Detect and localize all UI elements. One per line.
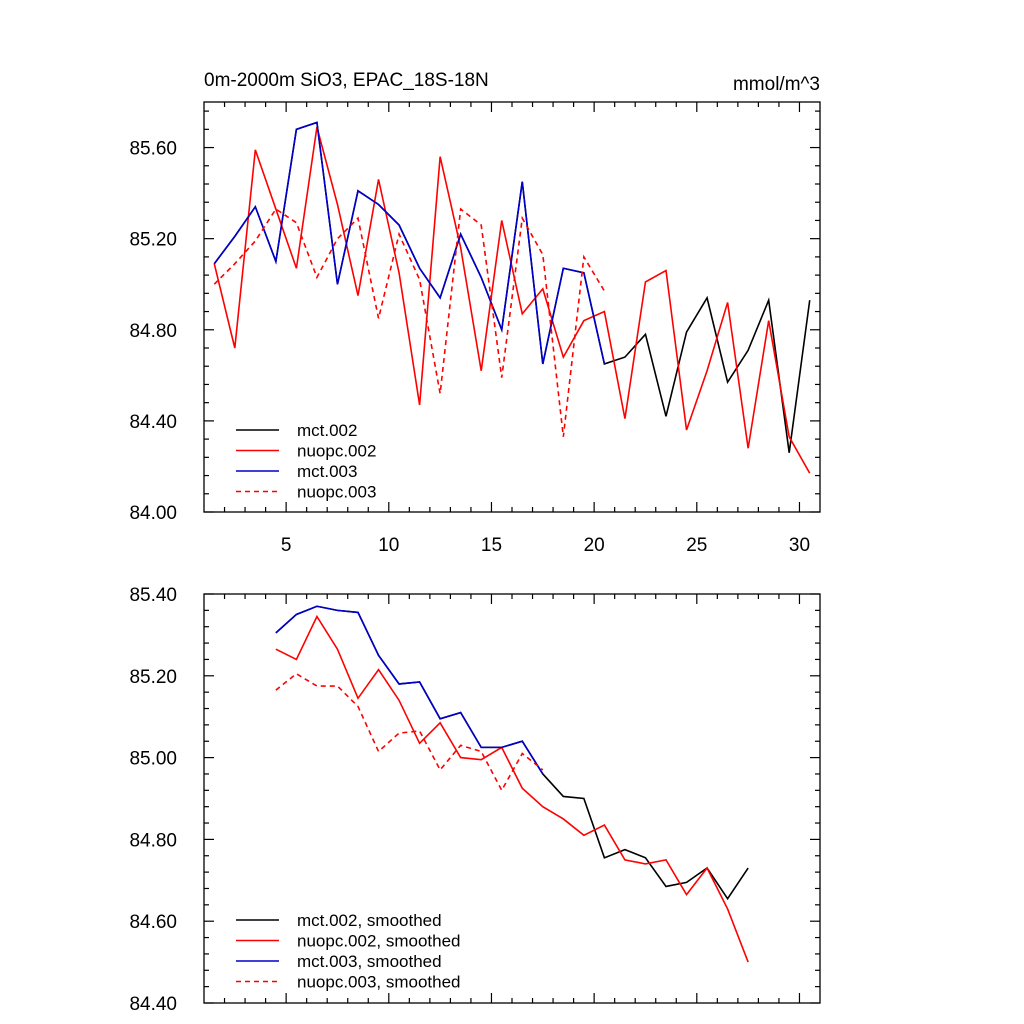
series-line xyxy=(275,614,749,963)
y-tick-label: 85.40 xyxy=(129,585,177,606)
legend-label: nuopc.002, smoothed xyxy=(297,932,461,951)
series-line xyxy=(275,672,544,792)
top-panel: 5 10 15 20 25 30 84.00 84.40 84.80 85.20 85.60 0m-2… xyxy=(129,70,821,556)
legend-label: nuopc.003, smoothed xyxy=(297,973,461,992)
series-line xyxy=(213,207,606,437)
bottom-panel: 84.40 84.60 84.80 85.00 85.20 85.40 mct.002, s… xyxy=(129,585,821,1015)
y-tick-label: 84.40 xyxy=(129,994,177,1015)
legend-label: nuopc.002 xyxy=(297,442,376,461)
y-tick-label: 85.20 xyxy=(129,667,177,688)
y-tick-label: 84.80 xyxy=(129,830,177,851)
series-line xyxy=(213,121,811,453)
y-tick-label: 84.40 xyxy=(129,412,177,433)
series-line xyxy=(213,126,811,474)
x-tick-label: 5 xyxy=(281,535,292,556)
y-tick-label: 84.00 xyxy=(129,503,177,524)
y-tick-label: 84.60 xyxy=(129,912,177,933)
x-tick-label: 30 xyxy=(789,535,810,556)
chart-title: 0m-2000m SiO3, EPAC_18S-18N xyxy=(204,70,489,91)
series-line xyxy=(275,605,749,901)
x-tick-label: 10 xyxy=(378,535,399,556)
y-tick-label: 84.80 xyxy=(129,321,177,342)
y-tick-label: 85.20 xyxy=(129,230,177,251)
legend-label: mct.003, smoothed xyxy=(297,952,442,971)
chart-units: mmol/m^3 xyxy=(733,74,820,95)
legend-label: mct.003 xyxy=(297,462,357,481)
legend-label: mct.002, smoothed xyxy=(297,911,442,930)
legend-label: mct.002 xyxy=(297,421,357,440)
series-line xyxy=(275,605,544,775)
legend-label: nuopc.003 xyxy=(297,483,376,502)
y-tick-label: 85.00 xyxy=(129,749,177,770)
x-tick-label: 25 xyxy=(686,535,707,556)
series-line xyxy=(213,121,606,365)
x-tick-label: 15 xyxy=(481,535,502,556)
x-tick-label: 20 xyxy=(584,535,605,556)
y-tick-label: 85.60 xyxy=(129,139,177,160)
